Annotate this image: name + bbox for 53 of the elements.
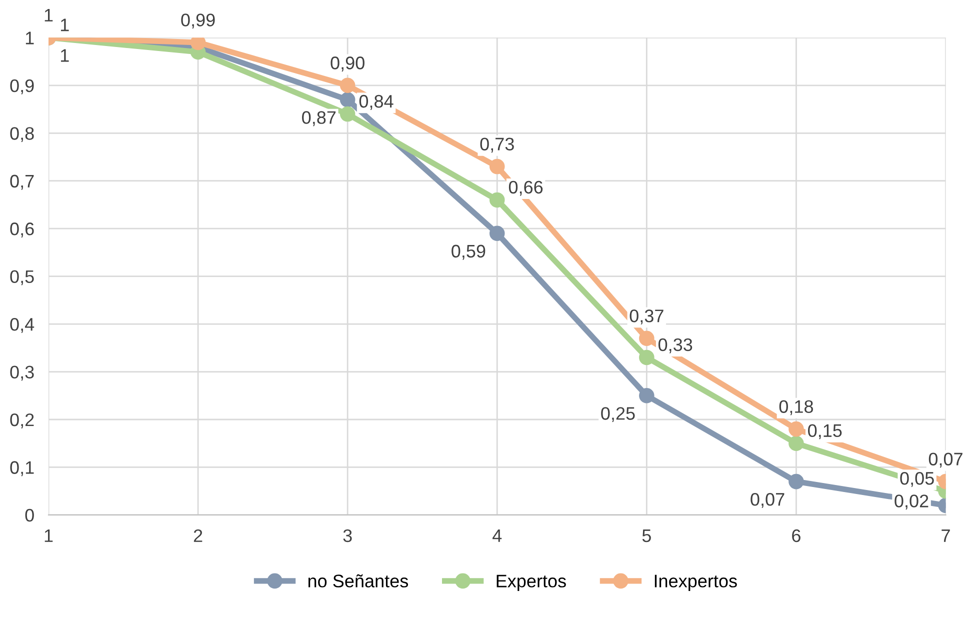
- point: [788, 474, 804, 490]
- point: [340, 92, 356, 108]
- y-tick-label: 0,6: [10, 222, 34, 238]
- y-tick-label: 0,9: [10, 79, 34, 94]
- y-tick-label: 0,8: [10, 127, 34, 142]
- x-tick-label: 6: [792, 529, 800, 542]
- x-tick-label: 5: [642, 530, 651, 542]
- x-tick-label: 7: [942, 530, 950, 542]
- data-label: 0,87: [302, 111, 336, 126]
- x-tick-label: 4: [492, 530, 502, 542]
- data-label: 0,07: [750, 492, 784, 508]
- data-label: 1: [60, 18, 69, 32]
- x-tick-label: 3: [343, 529, 352, 542]
- point: [639, 388, 654, 404]
- legend-label: no Señantes: [308, 574, 408, 588]
- data-label: 1: [44, 9, 53, 22]
- y-tick-label: 0: [25, 508, 34, 522]
- data-label: 0,15: [808, 424, 842, 440]
- data-label: 0,66: [508, 180, 543, 196]
- y-tick-label: 0,2: [10, 413, 34, 428]
- data-label: 0,07: [928, 452, 962, 468]
- x-tick-label: 2: [194, 529, 202, 542]
- point: [639, 330, 654, 346]
- data-label: 0,02: [894, 494, 928, 510]
- data-label: 0,05: [900, 472, 934, 487]
- point: [489, 158, 505, 174]
- data-label: 0,18: [779, 400, 813, 416]
- data-label: 0,25: [601, 407, 635, 422]
- legend-label: Inexpertos: [654, 574, 737, 591]
- data-label: 0,59: [452, 244, 486, 260]
- data-label: 0,33: [658, 338, 692, 354]
- data-label: 0,37: [630, 310, 664, 324]
- point: [340, 106, 356, 122]
- legend-label: Expertos: [496, 574, 566, 591]
- point: [489, 226, 505, 242]
- data-label: 0,84: [359, 94, 394, 110]
- y-tick-label: 0,1: [10, 461, 34, 476]
- data-label: 0,90: [330, 56, 364, 72]
- data-label: 1: [60, 49, 69, 62]
- y-tick-label: 1: [26, 32, 34, 44]
- y-tick-label: 0,4: [10, 318, 34, 333]
- point: [788, 421, 804, 437]
- point: [340, 78, 356, 94]
- y-tick-label: 0,3: [10, 366, 34, 381]
- data-label: 0,99: [181, 14, 215, 29]
- point: [788, 436, 804, 452]
- x-tick-label: 1: [44, 530, 53, 542]
- data-label: 0,73: [480, 138, 514, 153]
- y-tick-label: 0,7: [10, 174, 34, 190]
- point: [639, 350, 654, 366]
- point: [489, 192, 505, 208]
- point: [190, 38, 206, 50]
- y-tick-label: 0,5: [10, 270, 34, 286]
